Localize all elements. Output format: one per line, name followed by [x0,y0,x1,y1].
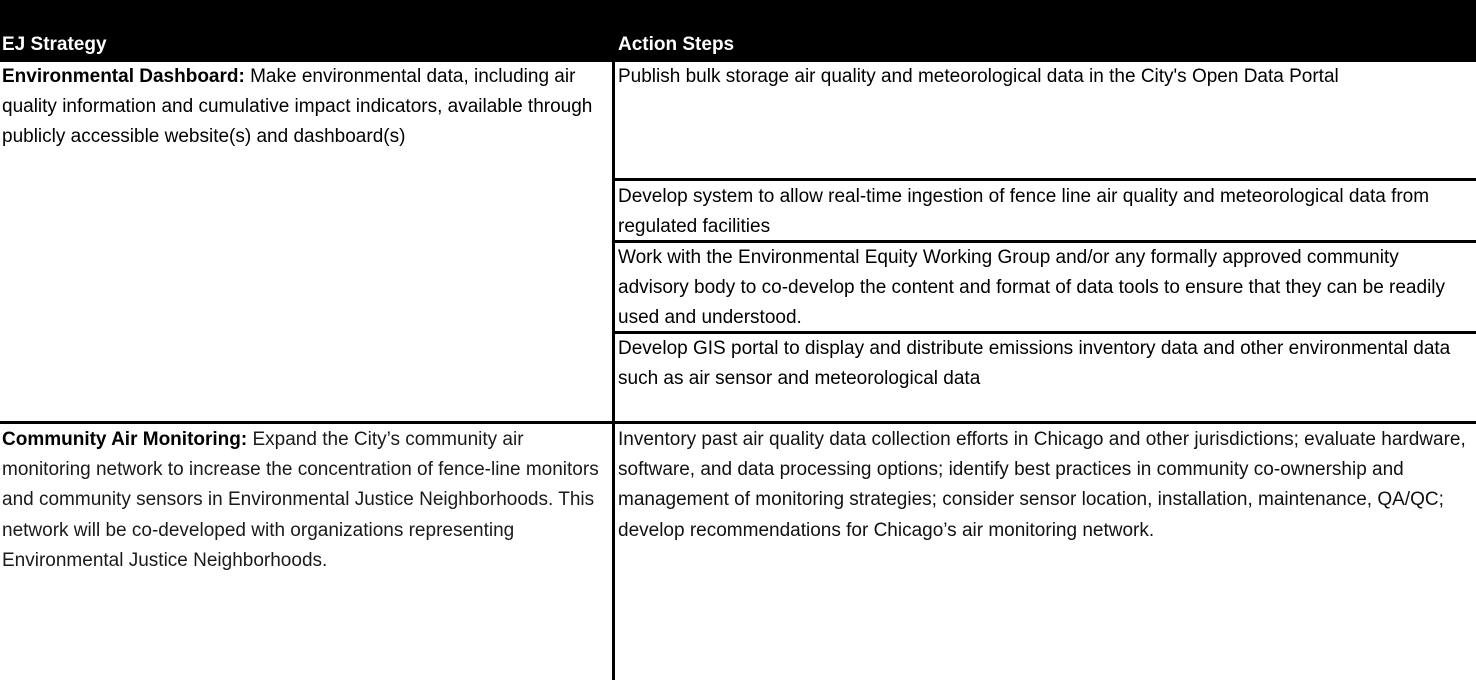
action-step: Work with the Environmental Equity Worki… [618,247,1446,329]
strategy-title: Community Air Monitoring: [2,429,248,450]
header-action-steps: Action Steps [618,34,735,55]
section-divider [0,421,1476,424]
action-step: Develop system to allow real-time ingest… [618,186,1430,238]
column-divider [612,62,615,680]
strategy-description: Expand the City’s community air monitori… [2,429,599,571]
action-step: Develop GIS portal to display and distri… [618,338,1451,390]
strategy-description: Make environmental data, including air q… [2,66,593,148]
header-ej-strategy: EJ Strategy [2,34,107,55]
row-divider [615,331,1476,334]
table-header-row: EJ Strategy Action Steps [0,0,1476,62]
action-step: Publish bulk storage air quality and met… [618,66,1339,87]
strategy-cell-environmental-dashboard: Environmental Dashboard: Make environmen… [2,62,608,153]
strategy-title: Environmental Dashboard: [2,66,245,87]
action-step: Inventory past air quality data collecti… [618,429,1466,541]
row-divider [615,178,1476,181]
strategy-cell-community-air-monitoring: Community Air Monitoring: Expand the Cit… [2,425,608,576]
row-divider [615,240,1476,243]
